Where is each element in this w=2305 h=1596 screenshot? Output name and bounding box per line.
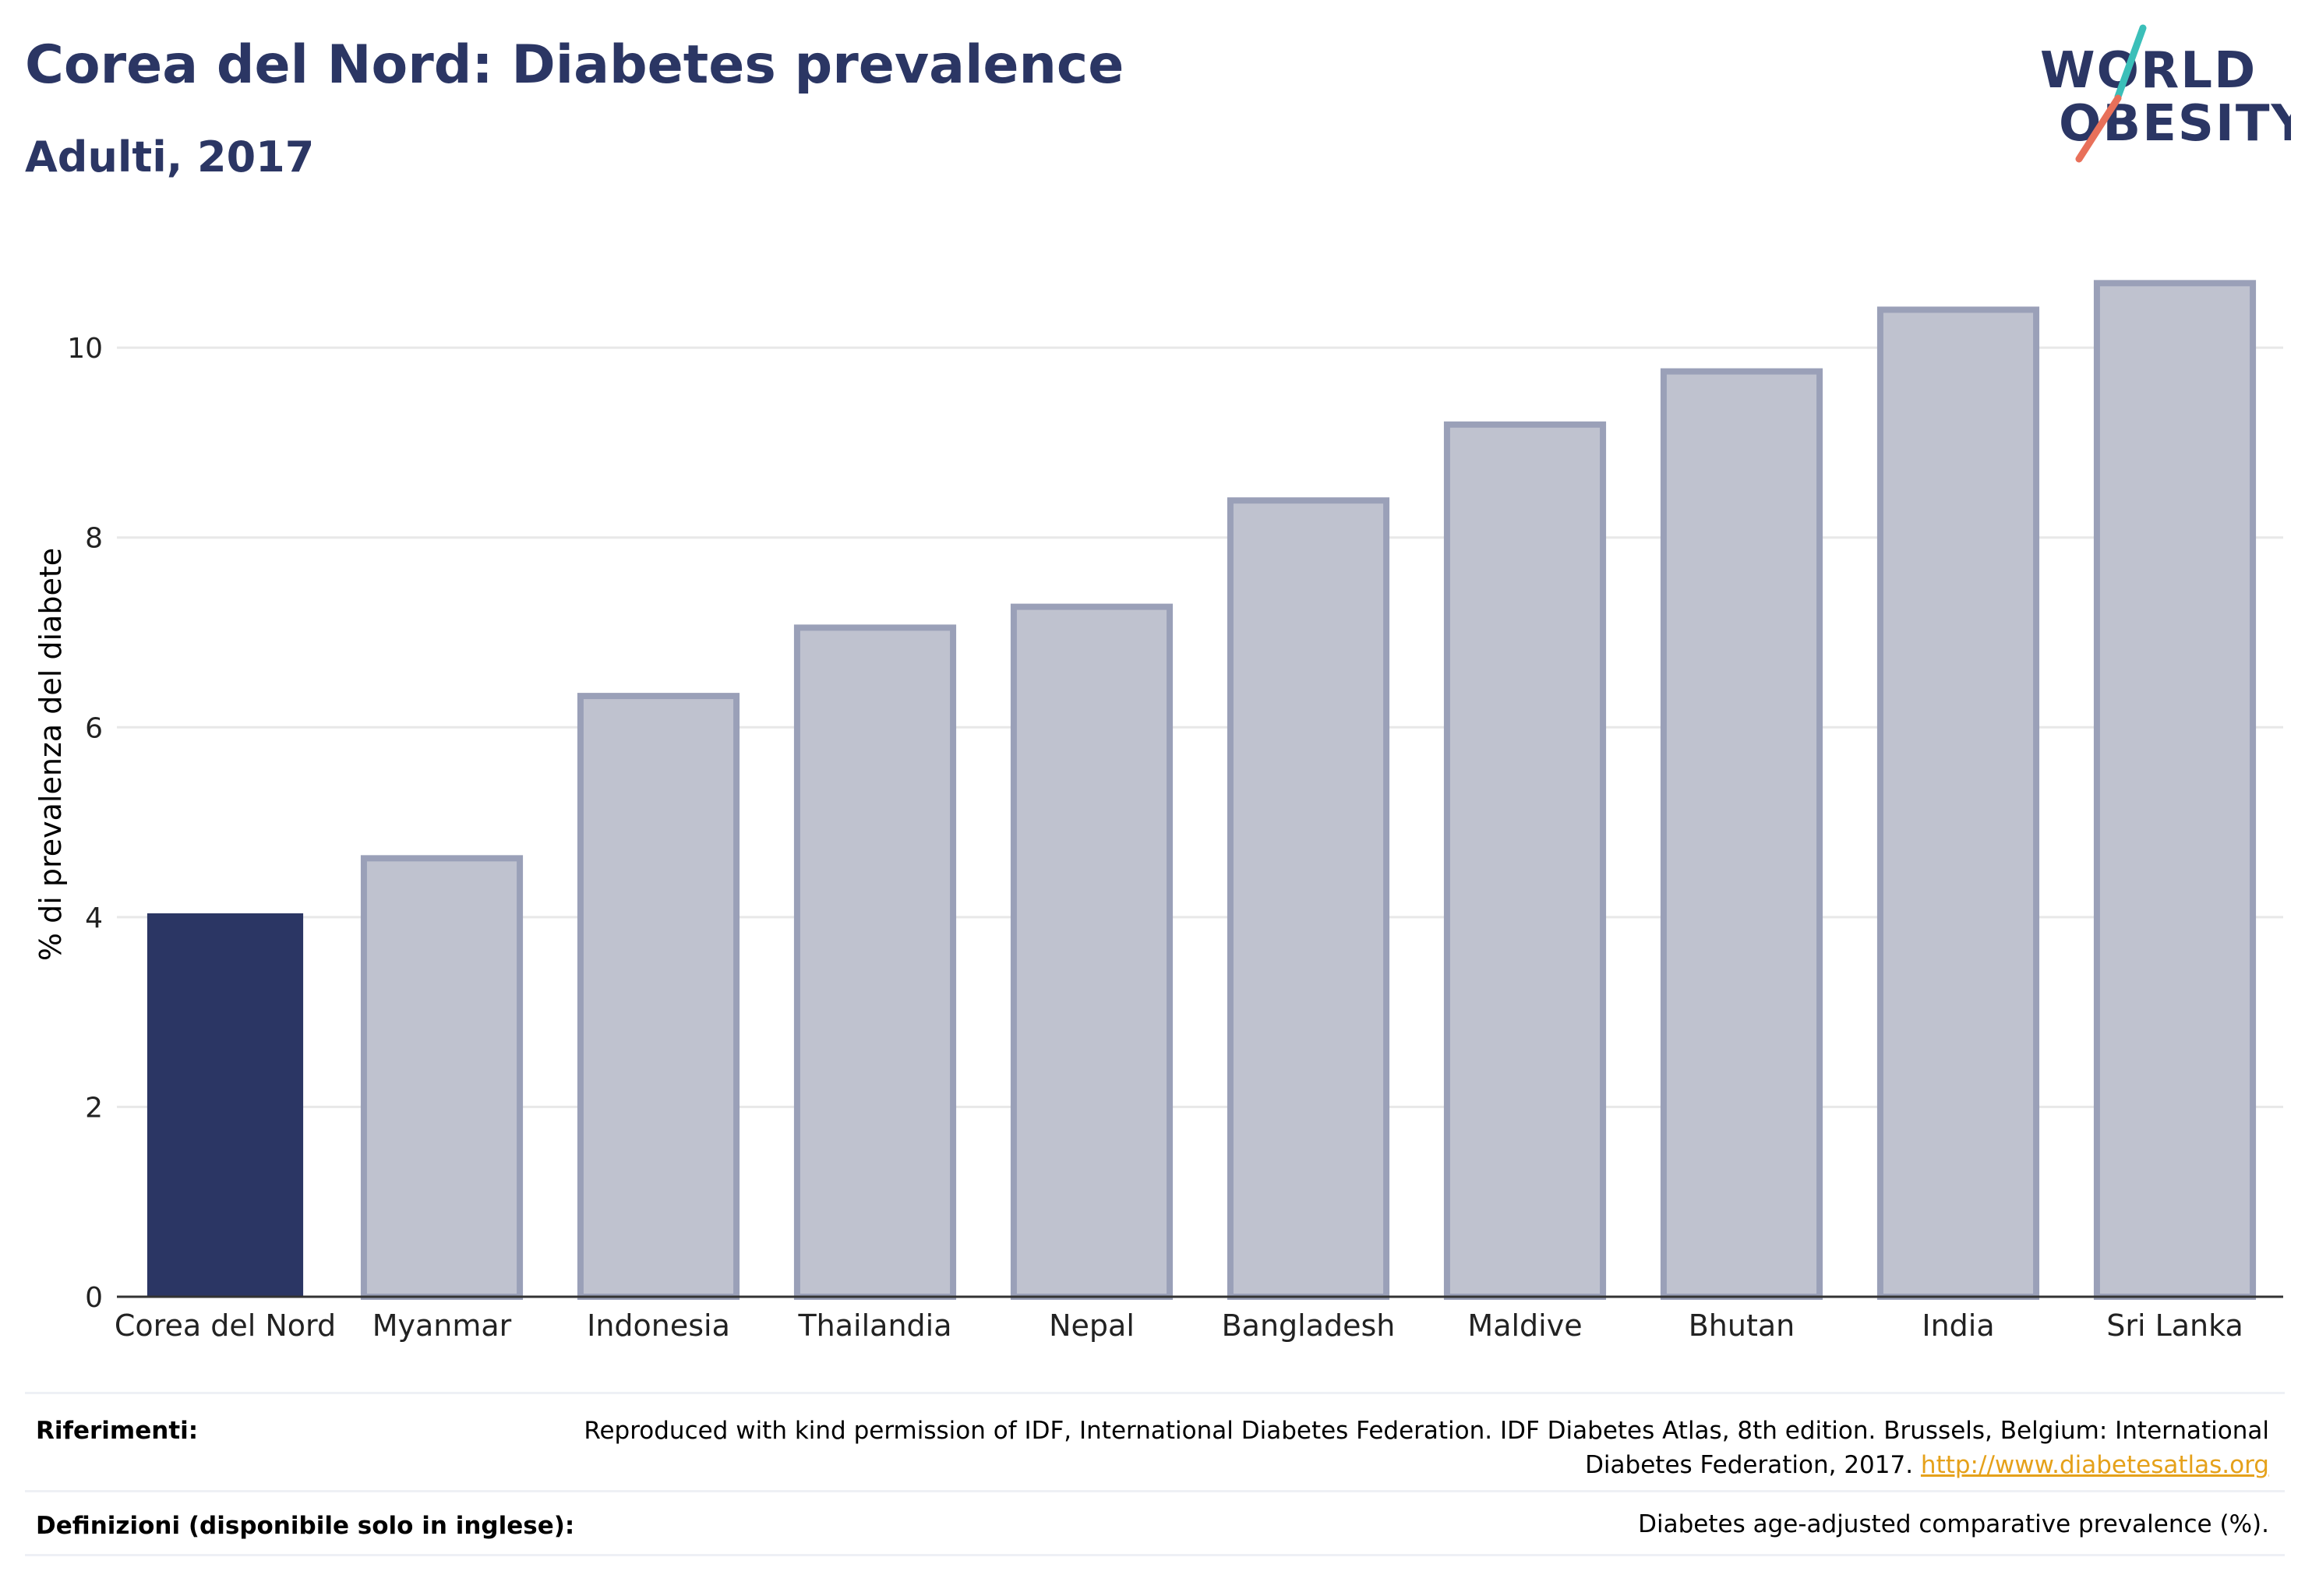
logo-text-world: WORLD — [2040, 42, 2257, 100]
axes: 0 2 4 6 8 10 Corea del Nord Myanmar Indonesia Tha… — [67, 333, 2283, 1343]
y-tick-label: 0 — [85, 1282, 103, 1314]
x-tick-label: India — [1922, 1308, 1994, 1343]
definitions-label: Definizioni (disponibile solo in inglese… — [36, 1512, 575, 1540]
x-tick-label: Bangladesh — [1222, 1308, 1396, 1343]
world-obesity-logo: WORLD OBESITY — [2040, 24, 2291, 163]
footer-divider-top — [25, 1392, 2285, 1394]
y-tick-label: 10 — [67, 333, 103, 365]
x-tick-label: Maldive — [1467, 1308, 1582, 1343]
y-axis-label: % di prevalenza del diabete — [34, 548, 68, 961]
x-tick-label: Corea del Nord — [115, 1308, 336, 1343]
footer-divider-middle — [25, 1490, 2285, 1492]
bar-bangladesh[interactable] — [1227, 497, 1390, 1300]
bar-india[interactable] — [1876, 306, 2040, 1300]
references-text: Reproduced with kind permission of IDF, … — [477, 1414, 2269, 1482]
bar-thailandia[interactable] — [793, 624, 957, 1300]
footer-divider-bottom — [25, 1554, 2285, 1556]
y-tick-label: 4 — [85, 902, 103, 934]
logo-slash-coral — [2075, 94, 2122, 163]
y-tick-label: 2 — [85, 1092, 103, 1124]
logo-slash-teal — [2114, 24, 2147, 101]
bar-sri-lanka[interactable] — [2093, 280, 2257, 1300]
bars — [146, 280, 2257, 1301]
references-link[interactable]: http://www.diabetesatlas.org — [1920, 1451, 2269, 1479]
bar-chart: 0 2 4 6 8 10 Corea del Nord Myanmar Indonesia Tha… — [34, 280, 2283, 1343]
y-tick-label: 8 — [85, 523, 103, 555]
y-tick-label: 6 — [85, 712, 103, 744]
bar-bhutan[interactable] — [1660, 368, 1823, 1301]
chart-title: Corea del Nord: Diabetes prevalence — [25, 34, 1124, 96]
bar-nepal[interactable] — [1010, 603, 1174, 1300]
bar-corea-del-nord[interactable] — [146, 913, 304, 1297]
chart-subtitle: Adulti, 2017 — [25, 132, 315, 182]
bar-maldive[interactable] — [1443, 421, 1607, 1300]
definitions-text: Diabetes age-adjusted comparative preval… — [1638, 1510, 2269, 1538]
references-label: Riferimenti: — [36, 1417, 199, 1445]
x-tick-label: Sri Lanka — [2106, 1308, 2243, 1343]
references-body: Reproduced with kind permission of IDF, … — [584, 1417, 2269, 1479]
x-tick-label: Myanmar — [372, 1308, 512, 1343]
x-tick-label: Bhutan — [1689, 1308, 1795, 1343]
bar-indonesia[interactable] — [577, 693, 740, 1300]
bar-myanmar[interactable] — [360, 855, 524, 1300]
x-tick-label: Thailandia — [797, 1308, 951, 1343]
x-tick-label: Indonesia — [587, 1308, 730, 1343]
x-tick-label: Nepal — [1049, 1308, 1135, 1343]
